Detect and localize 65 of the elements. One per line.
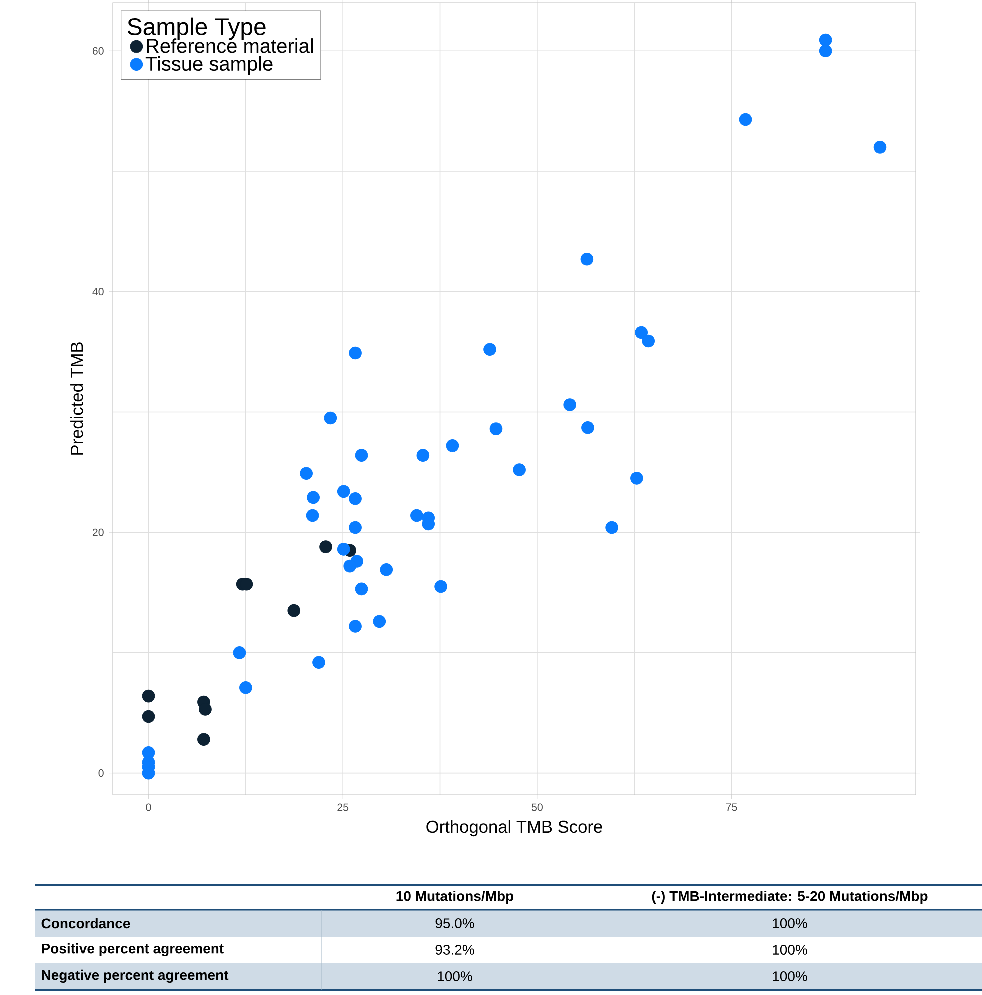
y-tick-label: 20 — [92, 528, 104, 536]
point — [142, 690, 156, 703]
text: 100% — [773, 945, 808, 955]
point — [344, 560, 356, 573]
x-axis-title: Orthogonal TMB Score — [426, 820, 602, 837]
point — [484, 343, 496, 356]
y-tick-label: 40 — [92, 288, 104, 296]
point — [320, 540, 332, 554]
point — [739, 113, 752, 126]
point — [300, 467, 313, 480]
point — [240, 681, 252, 694]
x-tick-label: 75 — [726, 804, 738, 812]
point — [142, 710, 156, 724]
point — [306, 509, 320, 522]
point — [630, 472, 644, 485]
x-tick-label: 0 — [146, 804, 152, 812]
point — [410, 509, 424, 522]
point — [635, 326, 648, 340]
point — [434, 580, 448, 594]
point — [513, 464, 526, 476]
text: 100% — [773, 972, 808, 982]
point — [642, 334, 655, 348]
point — [490, 422, 503, 436]
point — [337, 485, 350, 498]
point — [355, 449, 368, 462]
text: Negative percent agreement — [42, 970, 229, 984]
point — [199, 703, 212, 716]
point — [373, 615, 386, 628]
text: 10 Mutations/Mbp — [396, 890, 514, 904]
point — [324, 412, 338, 425]
legend-label: Tissue sample — [146, 56, 273, 76]
y-tick-label: 60 — [92, 47, 104, 55]
text: Positive percent agreement — [42, 943, 224, 957]
text: 100% — [438, 972, 472, 982]
point — [355, 582, 368, 596]
text: 93.2% — [436, 945, 474, 955]
point — [380, 564, 394, 576]
text: 95.0% — [436, 918, 474, 928]
text: Concordance — [42, 918, 130, 929]
point — [582, 421, 594, 434]
point — [349, 346, 362, 360]
y-tick-label: 0 — [98, 770, 104, 778]
x-tick-label: 50 — [532, 804, 543, 812]
text: (-) TMB-Intermediate: 5-20 Mutations/Mbp — [652, 890, 928, 904]
point — [874, 141, 887, 154]
point — [819, 44, 832, 58]
point — [416, 449, 430, 462]
point — [349, 492, 362, 506]
point — [606, 521, 618, 534]
point — [349, 620, 362, 633]
point — [446, 440, 460, 452]
point — [580, 252, 594, 266]
point — [233, 646, 246, 660]
point — [312, 656, 326, 669]
point — [307, 491, 320, 504]
point — [337, 543, 350, 556]
point — [198, 733, 210, 746]
point — [564, 398, 576, 412]
x-tick-label: 25 — [338, 804, 349, 812]
text: 100% — [773, 918, 808, 928]
y-axis-title: Predicted TMB — [70, 342, 84, 455]
point — [349, 521, 362, 534]
point — [819, 34, 832, 47]
legend-title: Sample Type — [128, 18, 266, 40]
point — [288, 604, 301, 618]
